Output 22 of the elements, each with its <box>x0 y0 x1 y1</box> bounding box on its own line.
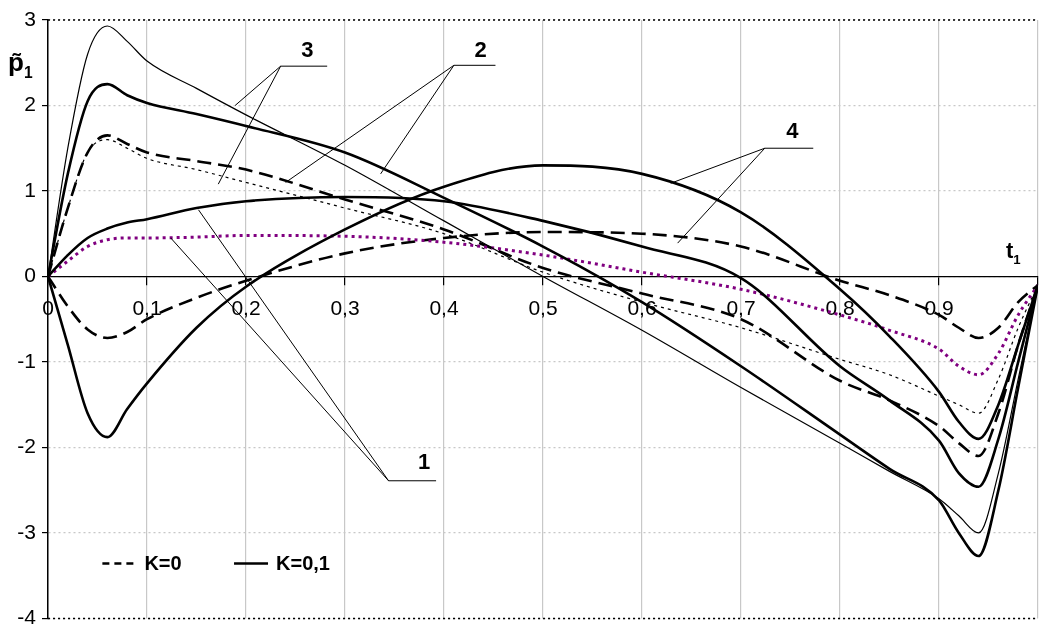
y-tick-label: 1 <box>24 177 36 201</box>
x-tick-label: 0,1 <box>132 295 162 319</box>
x-tick-label: 0,4 <box>429 295 459 319</box>
x-tick-label: 0,8 <box>825 295 855 319</box>
y-tick-label: 2 <box>24 92 36 116</box>
legend-label: K=0 <box>144 552 182 575</box>
y-tick-label: -2 <box>17 434 36 458</box>
x-tick-label: 0,9 <box>924 295 954 319</box>
x-tick-label: 0,7 <box>726 295 756 319</box>
x-tick-label: 0,5 <box>528 295 558 319</box>
annotation: 1 <box>418 448 431 474</box>
y-tick-label: -1 <box>17 348 36 372</box>
y-tick-label: -3 <box>17 519 36 543</box>
x-tick-label: 0,3 <box>330 295 360 319</box>
y-tick-label: 3 <box>24 6 36 30</box>
legend-label: K=0,1 <box>276 552 330 575</box>
annotation: 3 <box>301 36 314 62</box>
y-tick-label: -4 <box>17 605 37 629</box>
annotation: 2 <box>474 36 487 62</box>
x-tick-label: 0,2 <box>231 295 261 319</box>
y-tick-label: 0 <box>24 263 36 287</box>
annotation: 4 <box>786 117 800 143</box>
